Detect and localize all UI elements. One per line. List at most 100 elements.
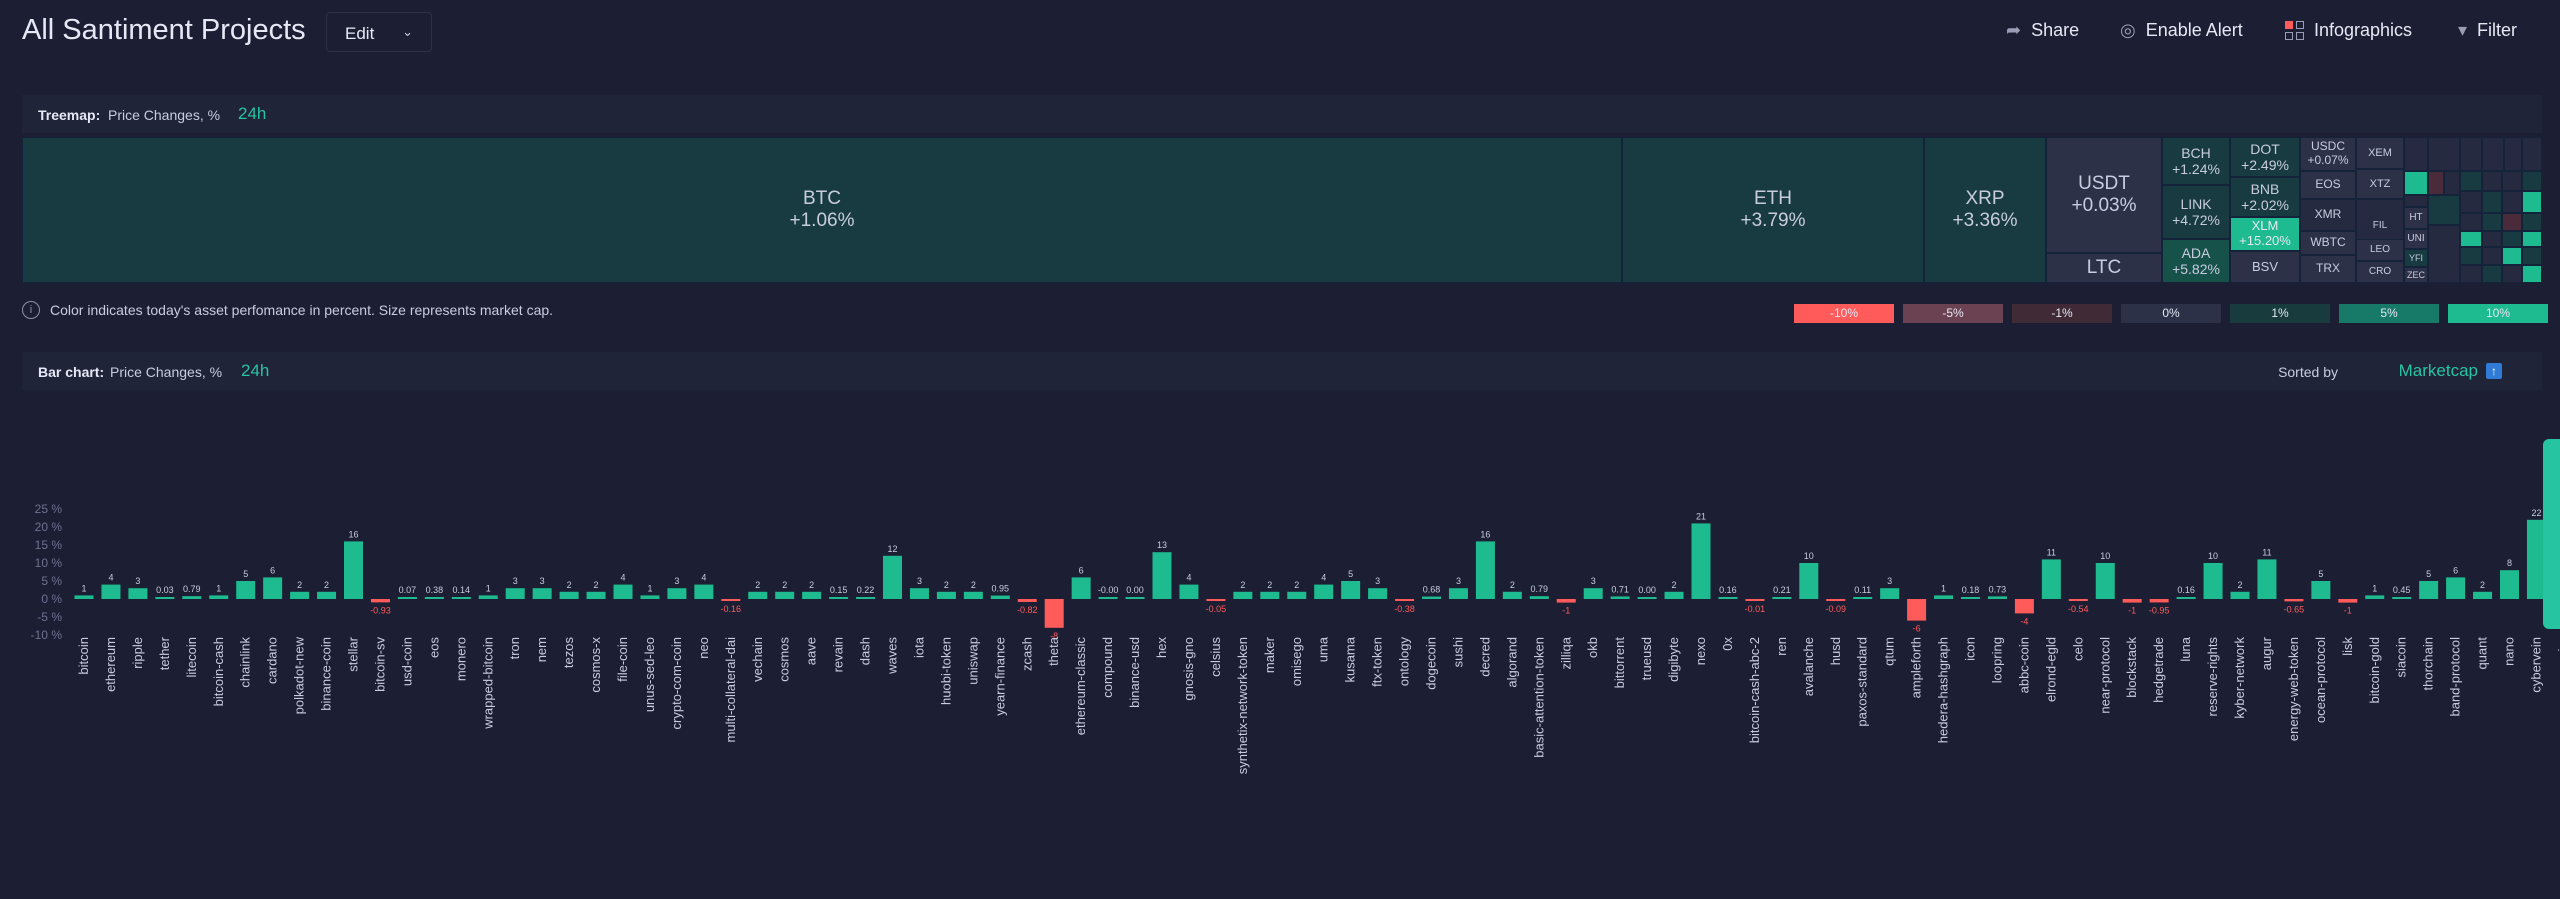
treemap-cell-btc[interactable]: BTC +1.06%: [22, 137, 1622, 283]
bar[interactable]: [2419, 581, 2439, 599]
bar[interactable]: [856, 597, 876, 599]
bar[interactable]: [1341, 581, 1361, 599]
treemap-cell-small[interactable]: [2522, 137, 2542, 171]
treemap-cell-small[interactable]: [2522, 265, 2542, 283]
treemap-cell-small[interactable]: [2482, 247, 2502, 265]
treemap-period[interactable]: 24h: [238, 104, 267, 123]
bar[interactable]: [1853, 597, 1873, 599]
treemap-cell-yfi[interactable]: YFI: [2404, 249, 2428, 267]
treemap-cell-eos[interactable]: EOS: [2300, 171, 2356, 199]
bar[interactable]: [74, 595, 94, 599]
bar[interactable]: [1934, 595, 1954, 599]
bar[interactable]: [1610, 596, 1630, 599]
treemap-cell-small[interactable]: [2482, 191, 2502, 213]
treemap-cell-xlm[interactable]: XLM +15.20%: [2230, 217, 2300, 251]
bar[interactable]: [451, 597, 471, 599]
infographics-button[interactable]: Infographics: [2285, 20, 2412, 41]
treemap-cell-small[interactable]: [2460, 265, 2482, 283]
bar[interactable]: [370, 599, 390, 603]
treemap-cell-small[interactable]: [2460, 171, 2482, 191]
bar[interactable]: [209, 595, 229, 599]
bar[interactable]: [2338, 599, 2358, 603]
bar[interactable]: [829, 597, 849, 599]
bar[interactable]: [155, 597, 175, 599]
bar[interactable]: [478, 595, 498, 599]
bar[interactable]: [1422, 596, 1441, 599]
bar[interactable]: [2149, 599, 2169, 603]
bar[interactable]: [936, 591, 956, 599]
bar[interactable]: [909, 588, 929, 599]
treemap-cell-bsv[interactable]: BSV: [2230, 251, 2300, 283]
treemap-cell-cro[interactable]: CRO: [2356, 261, 2404, 283]
bar[interactable]: [2068, 599, 2088, 601]
edit-dropdown-button[interactable]: Edit ⌄: [326, 12, 432, 52]
bar[interactable]: [1987, 596, 2007, 599]
bar[interactable]: [1556, 599, 1576, 603]
treemap-cell-eth[interactable]: ETH +3.79%: [1622, 137, 1924, 283]
treemap-cell-small[interactable]: [2428, 171, 2444, 195]
treemap-cell-usdc[interactable]: USDC +0.07%: [2300, 137, 2356, 171]
bar[interactable]: [2473, 591, 2493, 599]
treemap-cell-link[interactable]: LINK +4.72%: [2162, 185, 2230, 239]
treemap-cell-small[interactable]: [2404, 195, 2428, 207]
treemap-cell-small[interactable]: [2460, 231, 2482, 247]
treemap-cell-trx[interactable]: TRX: [2300, 255, 2356, 283]
treemap-cell-small[interactable]: [2502, 171, 2522, 191]
bar[interactable]: [2095, 563, 2115, 599]
treemap-cell-small[interactable]: [2522, 231, 2542, 247]
bar[interactable]: [1125, 597, 1145, 599]
treemap-cell-small[interactable]: [2460, 213, 2482, 231]
treemap-cell-ht[interactable]: HT: [2404, 207, 2428, 229]
bar[interactable]: [748, 591, 768, 599]
treemap-cell-small[interactable]: [2428, 137, 2460, 171]
bar[interactable]: [963, 591, 983, 599]
treemap-cell-dot[interactable]: DOT +2.49%: [2230, 137, 2300, 177]
bar[interactable]: [1907, 599, 1927, 621]
bar[interactable]: [2041, 559, 2061, 599]
treemap-cell-bch[interactable]: BCH +1.24%: [2162, 137, 2230, 185]
treemap-cell-leo[interactable]: LEO: [2356, 239, 2404, 261]
treemap-cell-small[interactable]: [2444, 171, 2460, 195]
treemap-cell-small[interactable]: [2404, 171, 2428, 195]
bar[interactable]: [2526, 519, 2546, 599]
bar[interactable]: [1691, 523, 1711, 599]
bar[interactable]: [2203, 563, 2223, 599]
treemap-cell-small[interactable]: [2522, 171, 2542, 191]
bar[interactable]: [775, 591, 795, 599]
treemap-cell-xtz[interactable]: XTZ: [2356, 169, 2404, 199]
bar[interactable]: [586, 591, 606, 599]
bar[interactable]: [344, 541, 363, 599]
bar[interactable]: [559, 591, 579, 599]
bar[interactable]: [1583, 588, 1603, 599]
bar[interactable]: [101, 584, 121, 599]
bar[interactable]: [2311, 581, 2331, 599]
bar[interactable]: [802, 591, 822, 599]
treemap-cell-wbtc[interactable]: WBTC: [2300, 231, 2356, 255]
bar[interactable]: [236, 581, 256, 599]
treemap-cell-xrp[interactable]: XRP +3.36%: [1924, 137, 2046, 283]
bar[interactable]: [2122, 599, 2142, 603]
bar[interactable]: [694, 584, 714, 599]
bar[interactable]: [2176, 597, 2196, 599]
bar[interactable]: [1772, 597, 1792, 599]
treemap-cell-uni[interactable]: UNI: [2404, 229, 2428, 249]
bar[interactable]: [2365, 595, 2385, 599]
bar[interactable]: [1502, 591, 1522, 599]
bar[interactable]: [2392, 597, 2412, 599]
bar[interactable]: [1044, 599, 1064, 628]
bar[interactable]: [263, 577, 283, 599]
bar[interactable]: [2500, 570, 2519, 599]
treemap-cell-small[interactable]: [2460, 191, 2482, 213]
bar[interactable]: [2257, 559, 2277, 599]
bar[interactable]: [1448, 588, 1468, 599]
bar[interactable]: [1260, 591, 1280, 599]
bar[interactable]: [128, 588, 148, 599]
treemap-cell-small[interactable]: [2404, 137, 2428, 171]
bar[interactable]: [640, 595, 660, 599]
treemap-cell-small[interactable]: [2482, 137, 2504, 171]
sort-selector[interactable]: Marketcap ↑: [2399, 361, 2502, 381]
bar[interactable]: [1017, 599, 1037, 602]
filter-button[interactable]: ▾ Filter: [2458, 20, 2517, 41]
treemap-cell-xem[interactable]: XEM: [2356, 137, 2404, 169]
treemap-cell-small[interactable]: [2502, 247, 2522, 265]
